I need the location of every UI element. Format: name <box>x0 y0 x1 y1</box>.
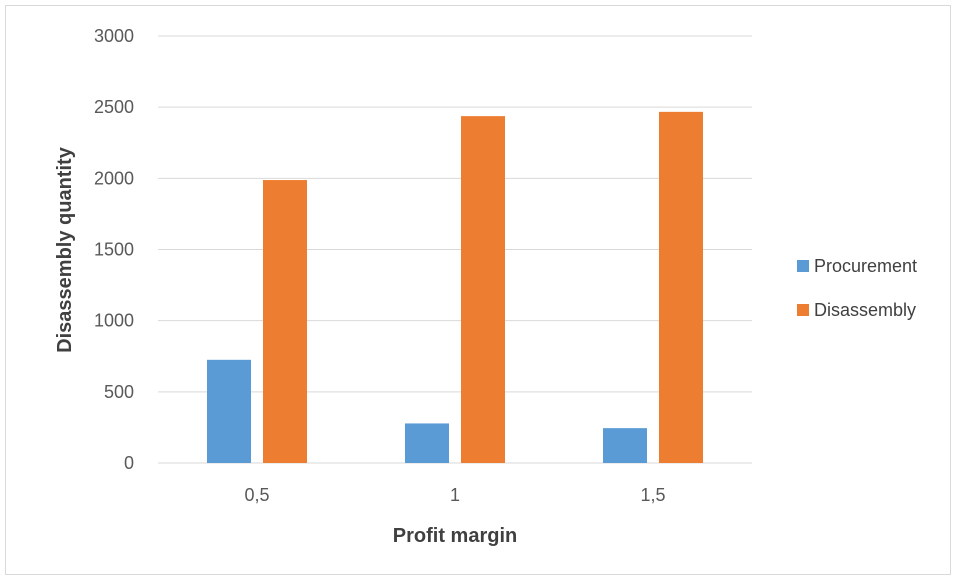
legend-label-disassembly: Disassembly <box>814 300 916 320</box>
y-tick-label: 2500 <box>94 97 134 117</box>
legend-swatch-procurement <box>797 260 809 272</box>
bar-procurement-2 <box>603 428 647 463</box>
y-tick-label: 1000 <box>94 311 134 331</box>
y-tick-label: 500 <box>104 382 134 402</box>
gridlines <box>158 35 752 464</box>
y-tick-label: 2000 <box>94 168 134 188</box>
x-tick-label: 1 <box>450 485 460 505</box>
x-tick-label: 0,5 <box>244 485 269 505</box>
legend-swatch-disassembly <box>797 304 809 316</box>
y-axis-ticks: 0 500 1000 1500 2000 2500 3000 <box>94 26 134 473</box>
y-tick-label: 3000 <box>94 26 134 46</box>
bar-disassembly-1 <box>461 116 505 463</box>
bar-procurement-1 <box>405 423 449 463</box>
legend-label-procurement: Procurement <box>814 256 917 276</box>
bars <box>207 111 703 464</box>
x-tick-label: 1,5 <box>640 485 665 505</box>
y-tick-label: 0 <box>124 453 134 473</box>
y-axis-title: Disassembly quantity <box>54 146 76 353</box>
bar-disassembly-0 <box>263 180 307 464</box>
x-axis-title: Profit margin <box>393 525 517 547</box>
x-axis-ticks: 0,5 1 1,5 <box>244 485 665 505</box>
legend: Procurement Disassembly <box>797 256 917 320</box>
y-tick-label: 1500 <box>94 240 134 260</box>
bar-disassembly-2 <box>659 111 703 463</box>
bar-procurement-0 <box>207 359 251 463</box>
